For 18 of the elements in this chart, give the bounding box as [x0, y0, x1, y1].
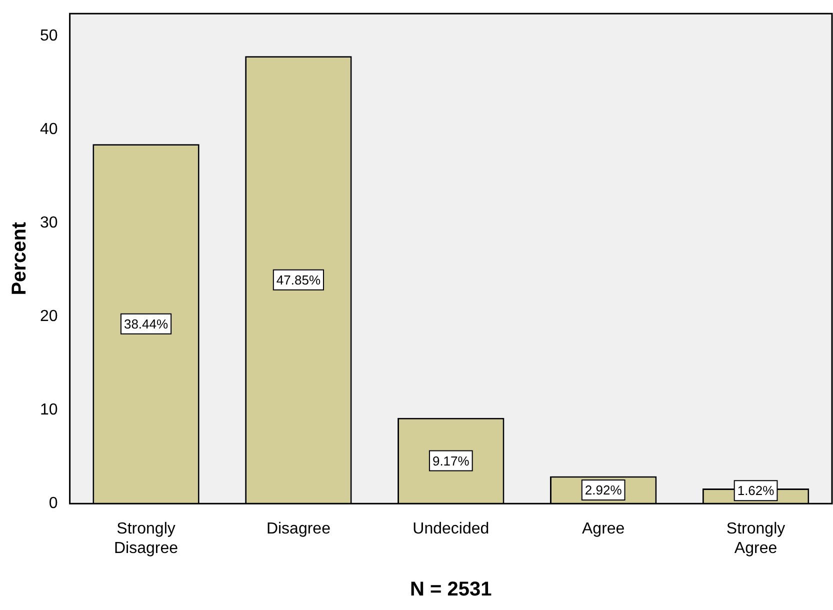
y-tick-label: 0 — [48, 495, 58, 512]
data-label: 47.85% — [276, 272, 321, 288]
y-tick-label: 50 — [40, 27, 58, 44]
x-tick-label: Agree — [582, 520, 625, 538]
y-tick-label: 40 — [40, 120, 58, 138]
x-tick-label: Undecided — [412, 520, 490, 538]
y-tick-label: 30 — [40, 214, 58, 232]
data-label: 38.44% — [124, 316, 168, 332]
y-tick-label: 20 — [40, 308, 58, 325]
data-label: 9.17% — [432, 453, 470, 468]
x-tick-label: Strongly Agree — [726, 520, 786, 557]
data-label: 1.62% — [737, 483, 775, 498]
x-tick-label: Strongly Disagree — [114, 520, 178, 557]
y-tick-label: 10 — [40, 401, 58, 418]
data-label: 2.92% — [584, 482, 622, 498]
y-axis-title: Percent — [8, 222, 31, 296]
x-tick-label: Disagree — [266, 520, 331, 538]
x-axis-title: N = 2531 — [410, 578, 492, 601]
